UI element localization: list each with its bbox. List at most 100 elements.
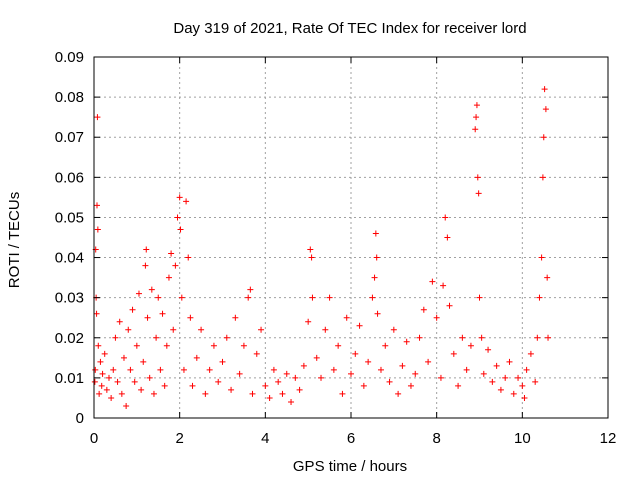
data-point xyxy=(288,398,295,405)
data-point xyxy=(183,198,190,205)
data-point xyxy=(91,378,98,385)
data-point xyxy=(348,370,354,377)
axis-ticks: 0 2 4 6 8 10 12 0 0.01 0.02 0.03 0.04 0.05 0.06 0.07 0.… xyxy=(55,49,617,447)
data-point xyxy=(356,322,363,329)
y-tick-label: 0 xyxy=(76,410,84,427)
data-point xyxy=(425,358,432,365)
data-point xyxy=(307,246,314,253)
data-point xyxy=(103,386,110,393)
data-point xyxy=(253,350,260,357)
data-point xyxy=(140,358,147,365)
data-point xyxy=(352,350,359,357)
data-point xyxy=(112,334,119,341)
data-point xyxy=(541,86,548,93)
y-tick-label: 0.03 xyxy=(55,290,84,307)
grid xyxy=(94,57,608,418)
data-point xyxy=(544,274,551,281)
data-point xyxy=(219,358,226,365)
data-point xyxy=(455,382,462,389)
x-tick-label: 8 xyxy=(432,430,440,447)
data-point xyxy=(403,338,410,345)
data-point xyxy=(313,354,320,361)
data-point xyxy=(309,294,316,301)
data-point xyxy=(131,378,138,385)
data-point xyxy=(189,382,196,389)
y-tick-label: 0.05 xyxy=(55,209,84,226)
data-point xyxy=(129,306,136,313)
data-point xyxy=(168,250,175,257)
data-point xyxy=(97,358,104,365)
data-point xyxy=(360,382,367,389)
data-point xyxy=(114,378,121,385)
x-tick-label: 10 xyxy=(514,430,531,447)
data-point xyxy=(165,274,172,281)
data-point xyxy=(473,102,480,109)
data-point xyxy=(407,382,414,389)
data-point xyxy=(146,374,153,381)
data-point xyxy=(138,386,145,393)
data-point xyxy=(523,366,530,373)
data-point xyxy=(485,346,492,353)
data-point xyxy=(474,174,481,181)
data-point xyxy=(177,226,184,233)
data-point xyxy=(395,390,402,397)
data-point xyxy=(300,362,307,369)
data-point xyxy=(373,254,380,261)
data-point xyxy=(478,334,485,341)
data-point xyxy=(245,294,252,301)
data-point xyxy=(270,366,277,373)
data-point xyxy=(399,362,406,369)
data-point xyxy=(232,314,239,321)
data-point xyxy=(330,366,337,373)
data-point xyxy=(198,326,205,333)
data-point xyxy=(118,390,125,397)
data-point xyxy=(450,350,457,357)
data-point xyxy=(210,342,217,349)
data-point xyxy=(497,386,504,393)
data-point xyxy=(99,370,106,377)
data-point xyxy=(472,126,479,133)
data-point xyxy=(240,342,247,349)
data-point xyxy=(116,318,123,325)
y-tick-label: 0.06 xyxy=(55,169,84,186)
data-point xyxy=(258,326,265,333)
data-point xyxy=(532,378,539,385)
data-point xyxy=(433,314,440,321)
data-point xyxy=(506,358,513,365)
data-point xyxy=(262,382,269,389)
data-point xyxy=(148,286,155,293)
data-point xyxy=(93,202,100,209)
data-point xyxy=(157,366,164,373)
data-point xyxy=(429,278,436,285)
x-tick-label: 2 xyxy=(175,430,183,447)
data-point xyxy=(440,282,447,289)
data-point xyxy=(473,114,480,121)
data-point xyxy=(459,334,466,341)
data-point xyxy=(545,334,552,341)
data-point xyxy=(133,342,140,349)
x-tick-label: 0 xyxy=(90,430,98,447)
data-point xyxy=(135,290,142,297)
data-point xyxy=(176,194,183,201)
data-point xyxy=(142,262,149,269)
data-point xyxy=(493,362,500,369)
data-point xyxy=(94,114,101,121)
data-point xyxy=(98,382,105,389)
data-point xyxy=(539,174,546,181)
data-point xyxy=(163,342,170,349)
data-point xyxy=(463,366,470,373)
data-point xyxy=(442,214,449,221)
data-point xyxy=(249,390,256,397)
data-point xyxy=(365,358,372,365)
data-point xyxy=(446,302,453,309)
data-point xyxy=(202,390,209,397)
data-point xyxy=(236,370,243,377)
data-point xyxy=(386,378,393,385)
data-point xyxy=(339,390,346,397)
data-point xyxy=(228,386,235,393)
data-point xyxy=(187,314,194,321)
data-point xyxy=(519,382,526,389)
data-point xyxy=(420,306,427,313)
data-point xyxy=(101,350,108,357)
data-point xyxy=(538,254,545,261)
